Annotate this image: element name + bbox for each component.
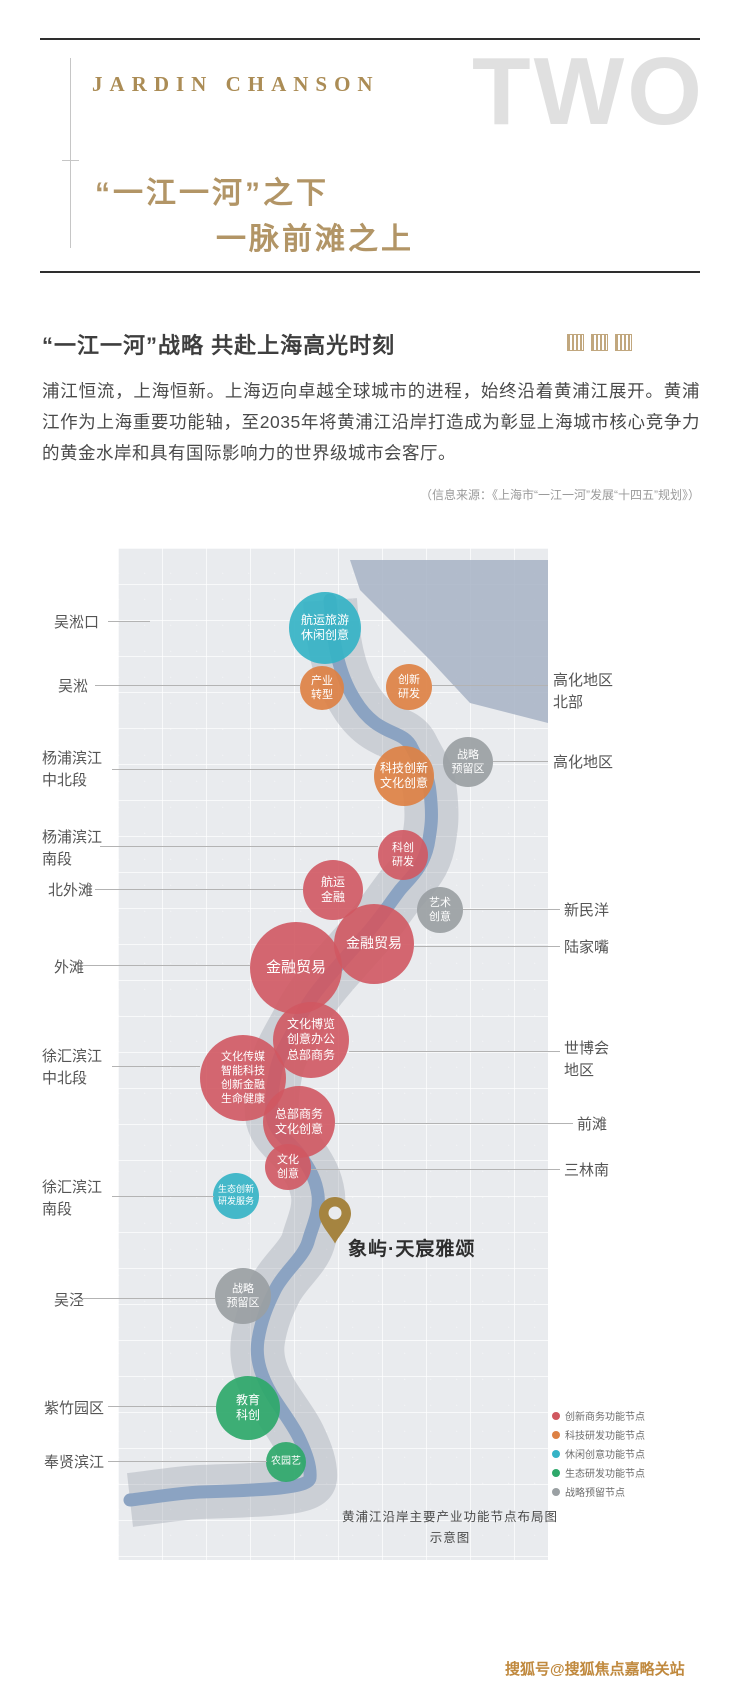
legend-dot-gray-icon [552, 1487, 560, 1496]
label-connector [112, 769, 372, 770]
legend-label: 创新商务功能节点 [565, 1412, 645, 1423]
map-caption-note: 示意图 [429, 1531, 471, 1545]
map-label-gaohua-north: 高化地区 北部 [553, 672, 614, 711]
map-label-yangpu-midnorth: 杨浦滨江 中北段 [42, 750, 103, 789]
map-label-lujiazui: 陆家嘴 [564, 939, 610, 956]
label-connector [108, 1461, 267, 1462]
label-connector [95, 685, 300, 686]
brand-vertical-line [70, 58, 71, 248]
map-label-bund: 外滩 [54, 959, 85, 976]
label-connector [82, 965, 250, 966]
map-node-bubble: 生态创新 研发服务 [213, 1173, 259, 1219]
legend-dot-orange-icon [552, 1430, 560, 1439]
map-label-north-bund: 北外滩 [48, 882, 94, 899]
label-connector [108, 1406, 216, 1407]
map-node-bubble: 产业 转型 [300, 666, 344, 710]
legend-item: 生态研发功能节点 [552, 1465, 645, 1480]
seal-stamp-icon [591, 334, 608, 351]
seal-stamp-icon [615, 334, 632, 351]
label-connector [95, 889, 303, 890]
map-legend: 创新商务功能节点 科技研发功能节点 休闲创意功能节点 生态研发功能节点 战略预留… [552, 1408, 645, 1503]
legend-label: 战略预留节点 [565, 1488, 625, 1499]
map-label-yangpu-south: 杨浦滨江 南段 [42, 829, 103, 868]
legend-label: 生态研发功能节点 [565, 1469, 645, 1480]
label-connector [432, 685, 548, 686]
hero-title-line1: “一江一河”之下 [95, 177, 329, 210]
label-connector [112, 1066, 200, 1067]
map-label-sanlin-south: 三林南 [564, 1162, 610, 1179]
map-caption: 黄浦江沿岸主要产业功能节点布局图 [341, 1510, 558, 1524]
map-node-bubble: 金融贸易 [250, 922, 342, 1014]
map-label-xuhui-midnorth: 徐汇滨江 中北段 [42, 1048, 103, 1087]
map-label-qiantan: 前滩 [577, 1116, 608, 1133]
brand-text: JARDIN CHANSON [92, 72, 380, 96]
legend-dot-cyan-icon [552, 1449, 560, 1458]
legend-item: 科技研发功能节点 [552, 1427, 645, 1442]
water-area-shape [350, 560, 548, 723]
top-rule [40, 38, 700, 40]
brand-tick-line [62, 160, 79, 161]
map-node-bubble: 农园艺 [266, 1442, 306, 1482]
label-connector [82, 1298, 215, 1299]
map-label-fengxian-binjiang: 奉贤滨江 [44, 1454, 105, 1471]
map-node-bubble: 科技创新 文化创意 [374, 746, 434, 806]
sohu-watermark: 搜狐号@搜狐焦点嘉略关站 [505, 1661, 685, 1678]
section-title: “一江一河”战略 共赴上海高光时刻 [42, 333, 396, 358]
map-node-bubble: 科创 研发 [378, 830, 428, 880]
legend-label: 休闲创意功能节点 [565, 1450, 645, 1461]
map-node-bubble: 航运旅游 休闲创意 [289, 592, 361, 664]
seal-stamp-icon [567, 334, 584, 351]
hero-title-line2: 一脉前滩之上 [216, 223, 414, 256]
map-label-expo-area: 世博会 地区 [564, 1040, 610, 1079]
map-node-bubble: 战略 预留区 [215, 1268, 271, 1324]
label-connector [414, 946, 560, 947]
legend-item: 战略预留节点 [552, 1484, 645, 1499]
map-node-bubble: 文化博览 创意办公 总部商务 [273, 1002, 349, 1078]
legend-dot-green-icon [552, 1468, 560, 1477]
decorative-seal-stamps-icon [567, 334, 632, 351]
project-map-pin-icon [319, 1197, 351, 1244]
legend-dot-red-icon [552, 1411, 560, 1420]
legend-item: 休闲创意功能节点 [552, 1446, 645, 1461]
label-connector [349, 1051, 560, 1052]
map-label-gaohua: 高化地区 [553, 754, 614, 771]
intro-paragraph: 浦江恒流，上海恒新。上海迈向卓越全球城市的进程，始终沿着黄浦江展开。黄浦江作为上… [42, 381, 700, 464]
map-node-bubble: 教育 科创 [216, 1376, 280, 1440]
map-node-bubble: 艺术 创意 [417, 887, 463, 933]
label-connector [108, 621, 150, 622]
map-label-xinminyang: 新民洋 [564, 902, 610, 919]
project-pin-label: 象屿·天宸雅颂 [348, 1239, 476, 1260]
label-connector [100, 846, 378, 847]
river-map-panel [118, 548, 548, 1560]
map-label-wusongkou: 吴淞口 [54, 614, 100, 631]
map-label-xuhui-south: 徐汇滨江 南段 [42, 1179, 103, 1218]
map-node-bubble: 文化 创意 [265, 1144, 311, 1190]
label-connector [112, 1196, 214, 1197]
map-node-bubble: 金融贸易 [334, 904, 414, 984]
map-node-bubble: 战略 预留区 [443, 737, 493, 787]
label-connector [493, 761, 548, 762]
legend-item: 创新商务功能节点 [552, 1408, 645, 1423]
two-watermark: TWO [472, 38, 705, 145]
label-connector [463, 909, 560, 910]
label-connector [311, 1169, 560, 1170]
label-connector [335, 1123, 573, 1124]
divider-rule [40, 271, 700, 273]
map-label-wusong: 吴淞 [58, 678, 89, 695]
source-note: （信息来源：《上海市“一江一河”发展“十四五”规划》） [420, 488, 700, 502]
map-label-zizhu-park: 紫竹园区 [44, 1400, 105, 1417]
legend-label: 科技研发功能节点 [565, 1431, 645, 1442]
map-node-bubble: 创新 研发 [386, 664, 432, 710]
map-label-wujing: 吴泾 [54, 1292, 85, 1309]
